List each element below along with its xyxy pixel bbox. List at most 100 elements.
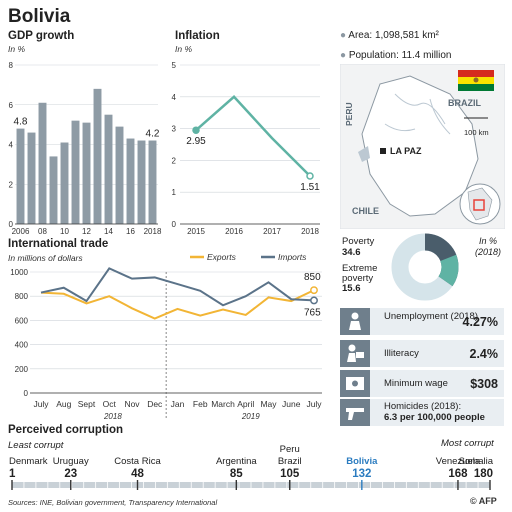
- country-rank: 180: [474, 468, 493, 480]
- stat-label: Minimum wage: [384, 378, 448, 389]
- locator-continent: [467, 187, 493, 221]
- gdp-bar: [49, 156, 58, 224]
- bolivia-shape: [361, 75, 479, 217]
- label-brazil: BRAZIL: [448, 98, 481, 108]
- y-tick-label: 0: [172, 220, 177, 229]
- x-tick-label: March: [211, 399, 235, 409]
- gdp-bar: [126, 138, 135, 224]
- x-tick-label: 2015: [187, 227, 205, 236]
- gdp-last-label: 4.2: [146, 129, 160, 140]
- y-tick-label: 4: [172, 93, 177, 102]
- x-tick-label: June: [282, 399, 301, 409]
- y-tick-label: 400: [15, 341, 29, 350]
- legend-imports-label: Imports: [278, 252, 307, 262]
- poverty-title: Poverty: [342, 236, 375, 247]
- poverty-donut: [391, 233, 459, 301]
- y-tick-label: 2: [9, 180, 14, 189]
- stat-minimum-wage: Minimum wage $308: [340, 370, 504, 397]
- x-tick-label: 2018: [144, 227, 162, 236]
- country-name: Costa Rica: [114, 456, 161, 467]
- stat-label: Unemployment (2018): [384, 311, 478, 322]
- bullet-icon: ●: [340, 50, 347, 61]
- gdp-bar: [104, 114, 113, 224]
- country-rank: 85: [230, 468, 243, 480]
- x-tick-label: Feb: [193, 399, 208, 409]
- trade-unit: In millions of dollars: [8, 253, 83, 263]
- y-tick-label: 1: [172, 188, 177, 197]
- x-tick-label: 08: [38, 227, 47, 236]
- x-tick-label: April: [237, 399, 254, 409]
- y-tick-label: 0: [9, 220, 14, 229]
- country-rank: 1: [9, 468, 16, 480]
- y-tick-label: 8: [9, 61, 14, 70]
- x-tick-label: Oct: [103, 399, 117, 409]
- year-label-2019: 2019: [241, 412, 260, 421]
- inflation-point: [306, 172, 314, 180]
- flag-emblem: [473, 77, 479, 83]
- gdp-first-label: 4.8: [14, 117, 28, 128]
- x-tick-label: 12: [82, 227, 91, 236]
- gdp-bar: [71, 120, 80, 224]
- capital-marker: [380, 148, 386, 154]
- inflation-last-label: 1.51: [300, 182, 320, 193]
- stat-label: Homicides (2018):: [384, 401, 462, 412]
- area-text: ● Area: 1,098,581 km²: [340, 30, 439, 41]
- x-tick-label: 2017: [263, 227, 281, 236]
- inflation-point: [192, 126, 200, 134]
- inflation-first-label: 2.95: [186, 136, 206, 147]
- y-tick-label: 3: [172, 125, 177, 134]
- y-tick-label: 6: [9, 101, 14, 110]
- country-name: Argentina: [216, 456, 257, 467]
- gdp-bar: [27, 132, 36, 224]
- afp-logo: © AFP: [470, 496, 497, 506]
- y-tick-label: 0: [24, 389, 29, 398]
- money-icon: [340, 370, 370, 397]
- trade-end-point: [310, 296, 318, 305]
- gdp-bar: [82, 122, 91, 224]
- gdp-heading: GDP growth: [8, 30, 75, 42]
- trade-end-point: [310, 286, 318, 295]
- reading-person-icon: [340, 340, 370, 367]
- bullet-icon: ●: [340, 30, 347, 41]
- trade-line-imports: [40, 267, 315, 307]
- poverty-year: (2018): [474, 247, 501, 257]
- flag-green: [458, 84, 494, 91]
- country-name: Brazil: [278, 456, 302, 467]
- country-rank: 48: [131, 468, 144, 480]
- x-tick-label: 16: [126, 227, 135, 236]
- poverty-unit-text: In %: [478, 236, 497, 246]
- stat-value: $308: [470, 377, 498, 391]
- inflation-heading: Inflation: [175, 30, 220, 42]
- label-la-paz: LA PAZ: [390, 146, 422, 156]
- trade-chart: Exports Imports 0 200 400 600 800 1000 July Aug Se…: [10, 252, 322, 421]
- y-tick-label: 200: [15, 365, 29, 374]
- legend-exports-label: Exports: [207, 252, 237, 262]
- country-rank: 105: [280, 468, 300, 480]
- y-tick-label: 5: [172, 61, 177, 70]
- x-tick-label: Sept: [78, 399, 96, 409]
- gdp-bar: [16, 128, 25, 224]
- y-tick-label: 800: [15, 292, 29, 301]
- corruption-heading: Perceived corruption: [8, 424, 124, 436]
- country-name: Uruguay: [53, 456, 89, 467]
- country-name: Bolivia: [346, 456, 378, 467]
- extreme-poverty-value: 15.6: [342, 283, 361, 294]
- donut-extreme-poverty: [391, 233, 459, 301]
- extreme-poverty-title: Extreme poverty: [342, 263, 378, 284]
- population-value: Population: 11.4 million: [348, 50, 452, 61]
- population-text: ● Population: 11.4 million: [340, 50, 451, 61]
- gdp-bar: [60, 142, 69, 224]
- x-tick-label: Nov: [124, 399, 140, 409]
- exports-end-label: 850: [304, 272, 321, 283]
- poverty-value: 34.6: [342, 247, 361, 258]
- gdp-bar: [115, 126, 124, 224]
- x-tick-label: 2018: [301, 227, 319, 236]
- locator-box: [473, 199, 485, 211]
- x-tick-label: Dec: [147, 399, 163, 409]
- country-rank: 168: [448, 468, 468, 480]
- x-tick-label: Aug: [56, 399, 71, 409]
- inflation-chart: 0 1 2 3 4 5 2015 2016 2017 2018 2.95 1.51: [172, 61, 321, 236]
- country-name: Denmark: [9, 456, 48, 467]
- x-tick-label: 2006: [12, 227, 30, 236]
